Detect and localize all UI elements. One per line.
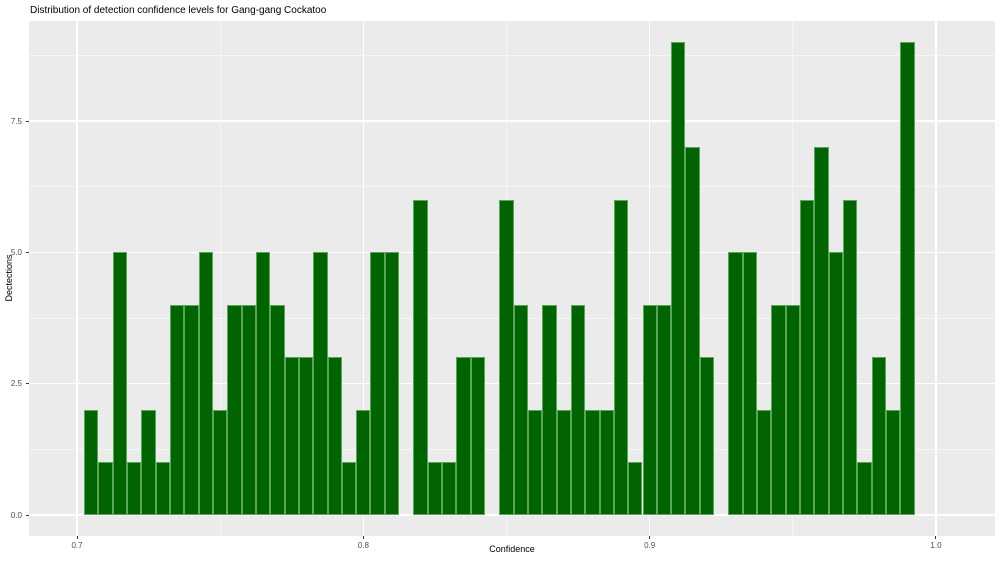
histogram-bar [857, 462, 872, 515]
histogram-bar [771, 304, 786, 515]
y-tick-label: 7.5 [10, 116, 22, 126]
histogram-bar [84, 409, 99, 515]
x-tick-mark [76, 536, 78, 539]
histogram-bar [900, 42, 915, 515]
x-tick-mark [935, 536, 937, 539]
x-tick-label: 1.0 [930, 541, 942, 550]
histogram-bar [327, 357, 342, 515]
histogram-bar [427, 462, 443, 515]
histogram-bar [112, 252, 128, 515]
gridline-x-major [935, 21, 937, 536]
histogram-bar [155, 462, 171, 515]
histogram-bar [757, 409, 772, 515]
histogram-bar [842, 199, 858, 515]
x-tick-label: 0.9 [644, 541, 656, 550]
histogram-bar [384, 252, 400, 515]
histogram-bar [814, 147, 829, 515]
histogram-bar [170, 304, 185, 515]
histogram-bar [284, 357, 299, 515]
histogram-bar [799, 199, 815, 515]
gridline-x-major [648, 21, 651, 536]
histogram-bar [98, 462, 113, 515]
y-tick-mark [26, 383, 29, 385]
histogram-bar [241, 304, 256, 515]
histogram-bar [442, 462, 457, 515]
histogram-bar [685, 147, 700, 515]
histogram-bar [871, 357, 886, 515]
x-tick-mark [362, 536, 364, 539]
histogram-bar [298, 357, 314, 515]
gridline-y-major [29, 514, 995, 516]
histogram-bar [628, 462, 643, 515]
y-tick-mark [26, 251, 29, 253]
histogram-bar [456, 357, 471, 515]
histogram-bar [341, 462, 357, 515]
histogram-bar [599, 409, 614, 515]
gridline-x-major [76, 21, 78, 536]
gridline-x-minor [219, 21, 221, 536]
histogram-bar [785, 304, 800, 515]
histogram-bar [570, 304, 586, 515]
histogram-bar [370, 252, 385, 515]
histogram-bar [127, 462, 142, 515]
histogram-bar [141, 409, 156, 515]
histogram-bar [585, 409, 600, 515]
histogram-bar [413, 199, 428, 515]
x-tick-label: 0.8 [357, 541, 369, 550]
histogram-bar [542, 304, 557, 515]
histogram-bar [184, 304, 199, 515]
histogram-bar [270, 304, 285, 515]
histogram-bar [642, 304, 657, 515]
histogram-bar [613, 199, 629, 515]
gridline-x-minor [792, 21, 794, 536]
x-tick-mark [649, 536, 651, 539]
y-tick-label: 2.5 [10, 379, 22, 389]
histogram-bar [699, 357, 715, 515]
gridline-x-major [362, 21, 365, 536]
x-axis-title: Confidence [489, 544, 535, 554]
y-axis-title: Dectections [4, 254, 14, 302]
histogram-bar [313, 252, 328, 515]
x-tick-label: 0.7 [71, 541, 83, 550]
histogram-bar [227, 304, 242, 515]
histogram-bar [198, 252, 213, 515]
histogram-bar [255, 252, 271, 515]
histogram-bar [828, 252, 843, 515]
histogram-bar [356, 409, 371, 515]
gridline-y-major [29, 120, 995, 122]
chart-title: Distribution of detection confidence lev… [30, 5, 327, 16]
plot-panel [29, 21, 995, 536]
histogram-bar [499, 199, 514, 515]
y-tick-mark [26, 120, 29, 122]
histogram-bar [470, 357, 486, 515]
histogram-bar [885, 409, 901, 515]
histogram-bar [556, 409, 571, 515]
histogram-bar [728, 252, 743, 515]
y-tick-label: 5.0 [10, 247, 22, 257]
histogram-bar [671, 42, 686, 515]
histogram-bar [656, 304, 672, 515]
gridline-y-minor [29, 186, 995, 188]
histogram-bar [213, 409, 228, 515]
gridline-y-minor [29, 54, 995, 56]
y-tick-mark [26, 514, 29, 516]
histogram-bar [742, 252, 758, 515]
histogram-bar [513, 304, 528, 515]
y-tick-label: 0.0 [10, 510, 22, 520]
histogram-bar [527, 409, 543, 515]
